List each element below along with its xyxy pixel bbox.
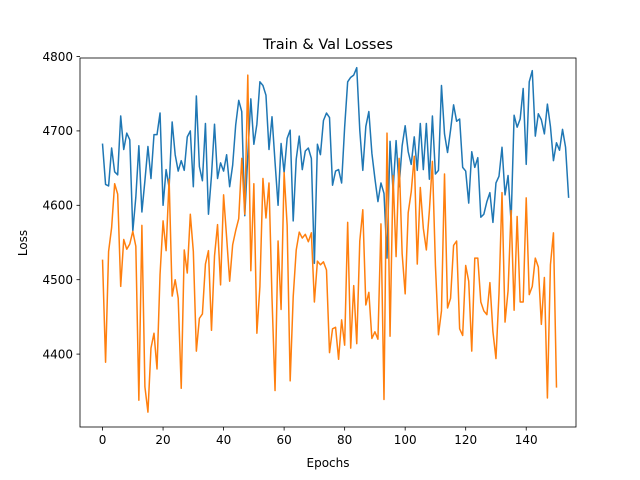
y-tick-label: 4400 [42, 347, 73, 361]
series-layer [101, 66, 570, 413]
chart-title: Train & Val Losses [262, 37, 393, 53]
y-tick-label: 4800 [42, 50, 73, 64]
y-axis: 4400 4500 4600 4700 4800 [42, 50, 80, 361]
plot-frame [79, 57, 577, 428]
x-tick-label: 60 [276, 433, 291, 447]
x-tick-label: 100 [394, 433, 417, 447]
x-tick-label: 20 [155, 433, 170, 447]
y-tick-label: 4500 [42, 273, 73, 287]
y-tick-label: 4700 [42, 124, 73, 138]
x-tick-label: 120 [454, 433, 477, 447]
y-axis-label: Loss [16, 230, 30, 256]
series-line-1 [101, 66, 570, 265]
x-tick-label: 80 [337, 433, 352, 447]
x-tick-label: 40 [216, 433, 231, 447]
x-tick-label: 0 [99, 433, 107, 447]
series-line-2 [101, 74, 558, 413]
x-axis-label: Epochs [307, 456, 350, 470]
y-tick-label: 4600 [42, 199, 73, 213]
x-tick-label: 140 [515, 433, 538, 447]
x-axis: 0 20 40 60 80 100 120 140 [99, 427, 538, 447]
